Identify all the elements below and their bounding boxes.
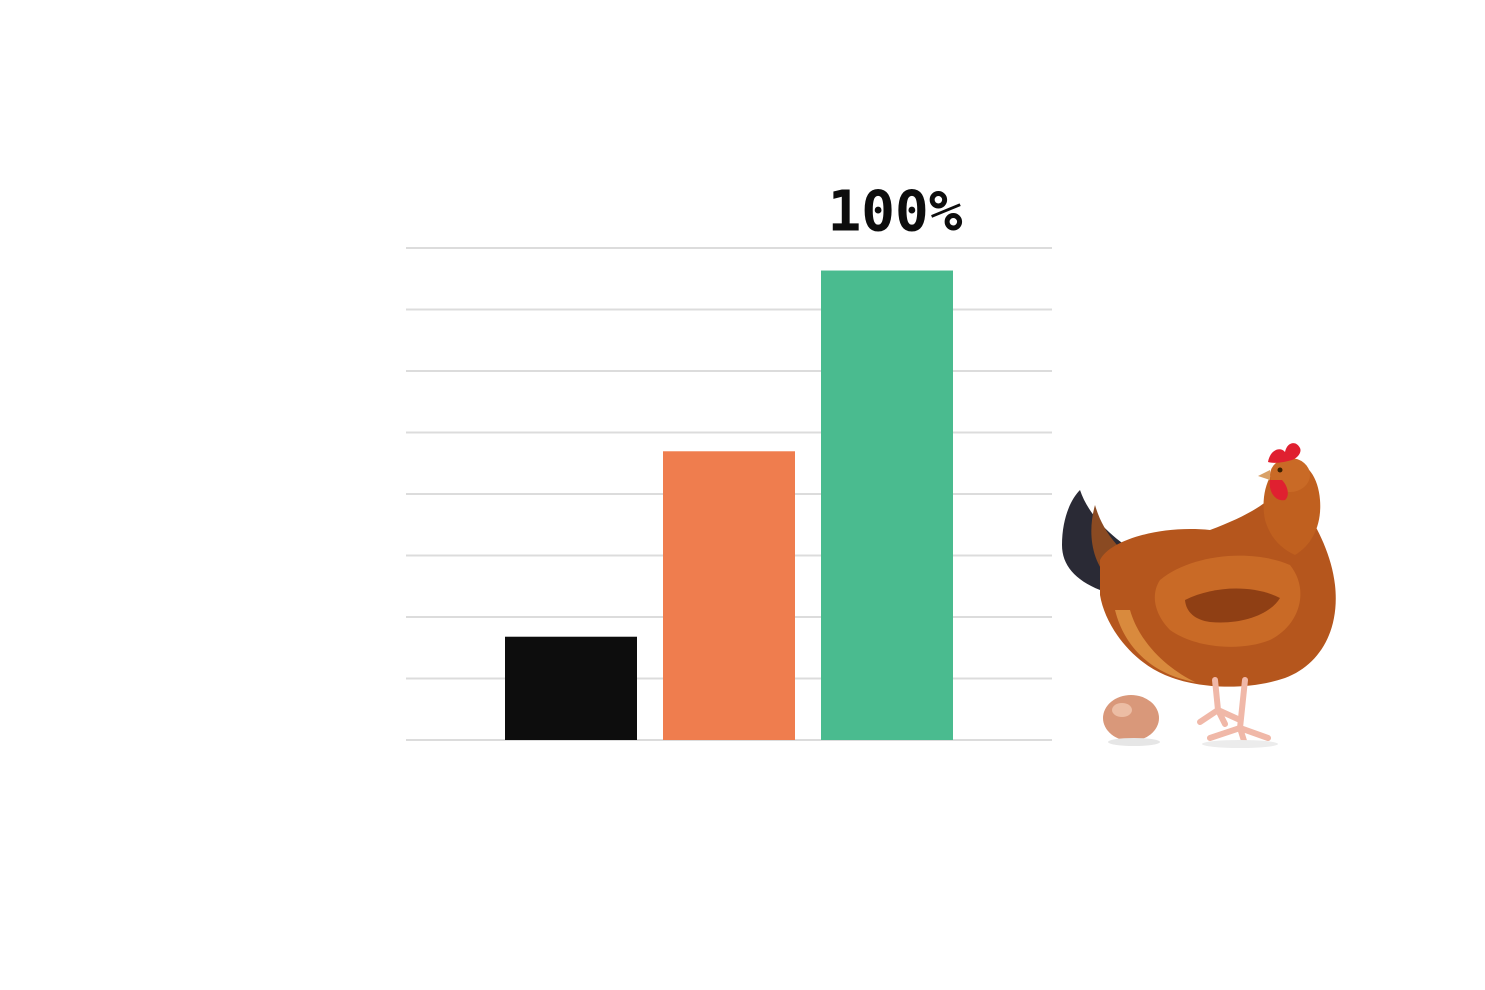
egg-icon	[1103, 695, 1159, 741]
hen-illustration	[1062, 443, 1336, 748]
bar-2	[663, 451, 795, 740]
bar-1	[505, 636, 637, 740]
bars	[505, 270, 953, 740]
hen-shadow	[1202, 740, 1278, 748]
data-labels: 100%	[828, 180, 963, 245]
hen-comb	[1268, 443, 1301, 463]
bar-3	[821, 270, 953, 740]
egg-shadow	[1108, 738, 1160, 746]
hen-wing-detail	[1185, 588, 1280, 623]
hen-eye	[1277, 467, 1283, 473]
hen-wattle	[1269, 480, 1288, 501]
hen-beak	[1258, 470, 1270, 480]
egg-highlight	[1112, 703, 1132, 717]
bar-3-value-label: 100%	[828, 180, 963, 245]
hen-breast	[1115, 610, 1195, 682]
hen-leg-left	[1197, 677, 1243, 727]
